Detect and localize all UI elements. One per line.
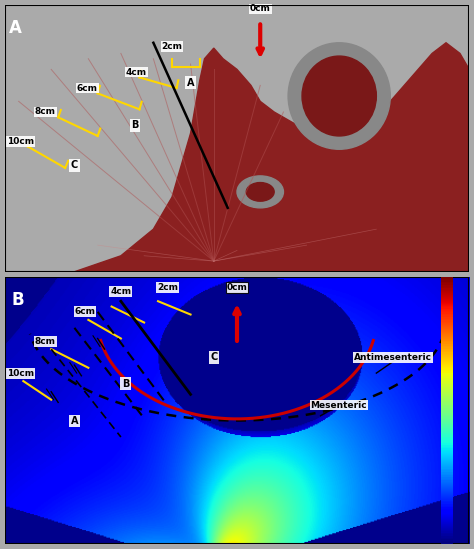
- Text: 8cm: 8cm: [35, 108, 56, 116]
- Text: 2cm: 2cm: [162, 42, 182, 51]
- Polygon shape: [5, 43, 469, 272]
- Ellipse shape: [288, 43, 390, 149]
- Text: Mesenteric: Mesenteric: [310, 401, 367, 410]
- Text: B: B: [12, 290, 24, 309]
- Text: 4cm: 4cm: [110, 287, 131, 296]
- Text: 2cm: 2cm: [157, 283, 178, 292]
- Text: 10cm: 10cm: [7, 137, 34, 146]
- Text: Antimesenteric: Antimesenteric: [354, 352, 432, 362]
- Text: 6cm: 6cm: [74, 307, 95, 316]
- Text: A: A: [187, 78, 194, 88]
- Text: 0cm: 0cm: [227, 283, 247, 292]
- Text: 8cm: 8cm: [35, 337, 56, 346]
- Text: A: A: [9, 19, 22, 37]
- Text: 0cm: 0cm: [250, 4, 271, 14]
- Ellipse shape: [246, 183, 274, 201]
- Text: C: C: [210, 352, 218, 362]
- Text: 4cm: 4cm: [126, 68, 146, 76]
- Ellipse shape: [302, 56, 376, 136]
- Text: A: A: [71, 416, 78, 426]
- Text: 6cm: 6cm: [77, 83, 98, 93]
- Ellipse shape: [237, 176, 283, 208]
- Text: C: C: [71, 160, 78, 170]
- Text: B: B: [122, 379, 129, 389]
- Text: B: B: [131, 120, 138, 130]
- Text: 10cm: 10cm: [7, 368, 34, 378]
